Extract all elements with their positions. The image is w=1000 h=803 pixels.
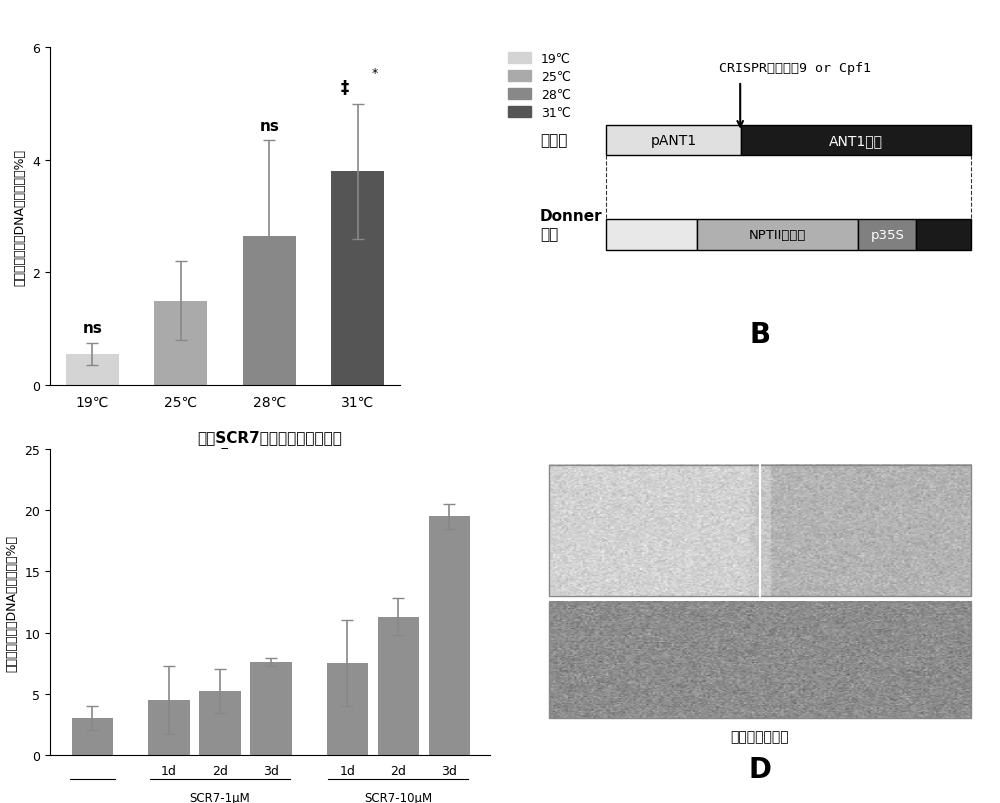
- Legend: 19℃, 25℃, 28℃, 31℃: 19℃, 25℃, 28℃, 31℃: [503, 47, 576, 124]
- Text: ns: ns: [82, 321, 102, 336]
- Bar: [606, 220, 697, 251]
- Bar: [549, 602, 971, 718]
- Y-axis label: 同源介导的双链DNA修复效率（%）: 同源介导的双链DNA修复效率（%）: [14, 149, 27, 285]
- Bar: [148, 700, 190, 755]
- Text: CRISPR相关蛋白9 or Cpf1: CRISPR相关蛋白9 or Cpf1: [719, 62, 871, 75]
- Text: D: D: [748, 755, 772, 783]
- Bar: [378, 617, 419, 755]
- Bar: [327, 663, 368, 755]
- Text: B: B: [749, 321, 771, 349]
- Text: NPTII试剂盒: NPTII试剂盒: [749, 229, 806, 242]
- Bar: [429, 517, 470, 755]
- Text: A: A: [214, 446, 236, 474]
- Text: p35S: p35S: [870, 229, 904, 242]
- Title: 通过SCR7处理的同源重组效果: 通过SCR7处理的同源重组效果: [198, 430, 342, 444]
- Text: ns: ns: [259, 119, 279, 133]
- Bar: [243, 237, 296, 385]
- Bar: [66, 355, 119, 385]
- Text: ‡: ‡: [340, 79, 348, 97]
- Text: 花色素苷过表达: 花色素苷过表达: [731, 729, 789, 744]
- Text: SCR7-1μM: SCR7-1μM: [189, 792, 250, 803]
- Bar: [697, 220, 858, 251]
- Text: *: *: [372, 67, 378, 80]
- Bar: [916, 220, 971, 251]
- Bar: [331, 172, 384, 385]
- Text: Donner
模板: Donner 模板: [540, 209, 603, 242]
- Bar: [72, 718, 113, 755]
- Text: pANT1: pANT1: [650, 134, 697, 148]
- Text: ANT1基因: ANT1基因: [829, 134, 883, 148]
- Bar: [250, 662, 292, 755]
- Y-axis label: 同源介导的双链DNA修复效率（%）: 同源介导的双链DNA修复效率（%）: [6, 534, 19, 671]
- Text: 基因组: 基因组: [540, 133, 567, 149]
- Bar: [549, 465, 971, 596]
- Text: SCR7-
0: SCR7- 0: [74, 801, 110, 803]
- Text: SCR7-10μM: SCR7-10μM: [364, 792, 432, 803]
- Bar: [199, 691, 241, 755]
- Bar: [154, 301, 207, 385]
- Bar: [606, 126, 741, 156]
- Bar: [741, 126, 971, 156]
- Bar: [858, 220, 916, 251]
